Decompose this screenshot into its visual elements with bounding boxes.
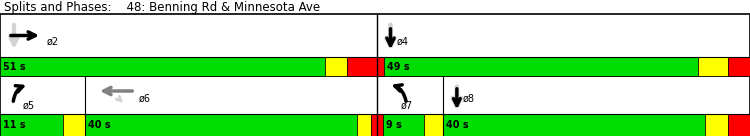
Text: ø8: ø8	[463, 94, 475, 104]
Bar	[371, 114, 376, 136]
Text: ø5: ø5	[23, 101, 35, 111]
Bar	[376, 114, 382, 136]
Bar	[346, 57, 376, 76]
Bar	[442, 114, 705, 136]
Bar	[85, 114, 357, 136]
Text: ø4: ø4	[397, 36, 409, 47]
Text: 40 s: 40 s	[88, 120, 111, 130]
Text: 49 s: 49 s	[387, 61, 410, 72]
Bar	[0, 14, 750, 76]
Bar	[728, 114, 750, 136]
Bar	[376, 57, 384, 76]
Bar	[0, 114, 63, 136]
Bar	[325, 57, 346, 76]
Text: 11 s: 11 s	[3, 120, 26, 130]
Bar	[728, 57, 750, 76]
Bar	[424, 114, 442, 136]
Bar	[698, 57, 728, 76]
Bar	[382, 114, 424, 136]
Bar	[384, 57, 698, 76]
Text: ø2: ø2	[47, 36, 59, 47]
Text: 9 s: 9 s	[386, 120, 402, 130]
Bar	[705, 114, 728, 136]
Text: Splits and Phases:    48: Benning Rd & Minnesota Ave: Splits and Phases: 48: Benning Rd & Minn…	[4, 1, 320, 14]
Text: ø7: ø7	[400, 101, 412, 111]
Bar	[63, 114, 85, 136]
Text: ø6: ø6	[140, 94, 151, 104]
Bar	[0, 57, 325, 76]
Text: 51 s: 51 s	[3, 61, 26, 72]
Bar	[0, 76, 750, 136]
Text: 40 s: 40 s	[446, 120, 469, 130]
Bar	[357, 114, 371, 136]
